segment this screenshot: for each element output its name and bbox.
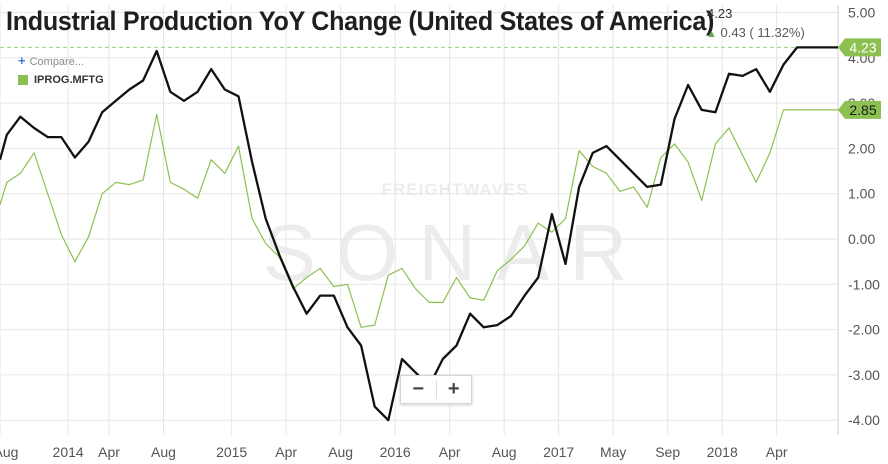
x-tick-label: Aug xyxy=(492,444,517,460)
watermark-product: SONAR xyxy=(263,208,648,297)
x-tick-label: 2014 xyxy=(53,444,84,460)
series-line-industrial-production xyxy=(0,46,838,422)
x-tick-label: Apr xyxy=(275,444,297,460)
x-tick-label: Apr xyxy=(766,444,788,460)
y-tick-label: -2.00 xyxy=(848,322,880,338)
zoom-in-button[interactable]: + xyxy=(447,378,460,400)
y-tick-label: 5.00 xyxy=(848,5,875,21)
x-tick-label: 2016 xyxy=(380,444,411,460)
zoom-divider xyxy=(435,380,437,399)
plot-lines xyxy=(0,46,838,422)
compare-button[interactable]: + Compare... xyxy=(18,53,84,68)
up-arrow-icon: ▲ xyxy=(706,28,717,40)
change-readout: ▲ 0.43 ( 11.32%) xyxy=(706,25,805,40)
compare-label: Compare... xyxy=(29,56,85,68)
x-tick-label: 2018 xyxy=(707,444,738,460)
badge-shape xyxy=(838,38,881,57)
last-value-badges: 4.23 2.85 xyxy=(838,38,881,119)
legend-item-iprog[interactable]: IPROG.MFTG xyxy=(18,74,104,86)
badge-label: 2.85 xyxy=(849,102,876,118)
x-tick-label: 2017 xyxy=(543,444,574,460)
change-value: 0.43 ( 11.32%) xyxy=(720,25,805,40)
series-line-iprog-mftg xyxy=(0,109,838,328)
x-tick-label: Apr xyxy=(98,444,120,460)
y-tick-label: -4.00 xyxy=(848,412,880,428)
y-tick-label: -3.00 xyxy=(848,367,880,383)
y-tick-label: 2.00 xyxy=(848,140,875,156)
y-tick-label: 1.00 xyxy=(848,186,875,202)
last-value-badge: 4.23 xyxy=(838,38,881,57)
badge-shape xyxy=(838,100,881,119)
watermark-brand: FREIGHTWAVES xyxy=(382,180,529,199)
chart-title: Industrial Production YoY Change (United… xyxy=(6,6,715,36)
x-tick-label: Aug xyxy=(0,444,18,460)
y-axis: 5.004.003.002.001.000.00-1.00-2.00-3.00-… xyxy=(848,5,880,429)
y-tick-label: -1.00 xyxy=(848,276,880,292)
x-axis: Aug 2014 Apr Aug 2015 Apr Aug 2016 Apr Aug 2017 May… xyxy=(0,444,788,460)
grid-lines xyxy=(0,5,839,435)
zoom-control: − + xyxy=(400,375,472,404)
x-tick-label: 2015 xyxy=(216,444,247,460)
legend-swatch xyxy=(18,75,28,85)
x-tick-label: Aug xyxy=(328,444,353,460)
x-tick-label: Apr xyxy=(439,444,461,460)
last-value: 4.23 xyxy=(707,6,733,21)
y-tick-label: 0.00 xyxy=(848,231,875,247)
badge-label: 4.23 xyxy=(849,39,876,55)
x-tick-label: Aug xyxy=(151,444,176,460)
x-tick-label: May xyxy=(600,444,626,460)
plus-icon: + xyxy=(18,53,26,68)
x-tick-label: Sep xyxy=(655,444,680,460)
zoom-out-button[interactable]: − xyxy=(412,378,425,400)
last-value-badge: 2.85 xyxy=(838,100,881,119)
legend-label: IPROG.MFTG xyxy=(34,74,104,86)
